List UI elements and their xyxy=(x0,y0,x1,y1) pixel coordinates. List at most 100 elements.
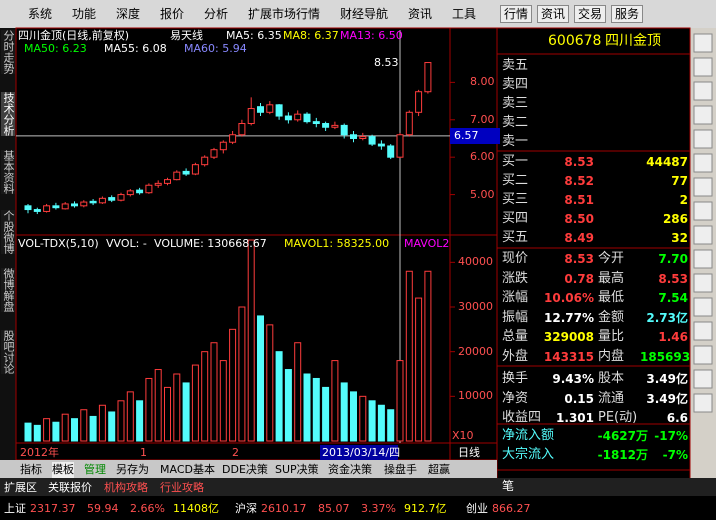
candle-body xyxy=(415,91,423,113)
stat-label: 今开 xyxy=(598,251,625,266)
side-tab[interactable]: 技术分析 xyxy=(1,92,15,136)
stat-value: 12.77% xyxy=(544,310,594,325)
buy-label: 买四 xyxy=(502,211,529,226)
sell-label: 卖三 xyxy=(502,96,529,111)
side-tab[interactable]: 股吧讨论 xyxy=(1,330,15,374)
index-item: 3.37% xyxy=(361,502,396,515)
menu-item[interactable]: 系统 xyxy=(28,7,53,21)
menu-item[interactable]: 功能 xyxy=(72,7,97,21)
bottom-tab[interactable]: 资金决策 xyxy=(328,463,372,476)
volume-header: VOLUME: 130668.67 xyxy=(154,237,267,250)
candle-body xyxy=(377,143,385,147)
volume-bar xyxy=(387,409,395,442)
bottom-tab[interactable]: 另存为 xyxy=(116,463,149,476)
candle-body xyxy=(24,205,32,211)
bottom-tab[interactable]: 模板 xyxy=(52,462,74,478)
status-tab[interactable]: 扩展区 xyxy=(4,481,37,494)
candle-body xyxy=(52,205,60,209)
bottom-tab[interactable]: 超赢 xyxy=(428,463,450,476)
candle-body xyxy=(33,209,41,212)
candle-body xyxy=(80,201,88,207)
index-item: 创业 xyxy=(466,502,488,515)
volume-bar xyxy=(331,360,339,442)
stat-value: 10.06% xyxy=(544,291,594,305)
buy-price: 8.51 xyxy=(564,193,594,207)
status-tab[interactable]: 行业攻略 xyxy=(160,481,204,494)
ma-label: MA60: 5.94 xyxy=(184,42,247,55)
candle-body xyxy=(257,106,264,113)
status-tab[interactable]: 关联报价 xyxy=(48,481,92,494)
sell-label: 卖四 xyxy=(502,77,529,92)
stat-label: 涨跌 xyxy=(502,270,529,286)
candle-body xyxy=(136,189,144,194)
toolbar-icon xyxy=(693,393,713,413)
bottom-tab[interactable]: 操盘手 xyxy=(384,463,417,476)
candle-body xyxy=(154,182,162,186)
candle-body xyxy=(71,203,78,207)
bottom-tab[interactable]: DDE决策 xyxy=(222,463,268,476)
volume-bar xyxy=(266,324,274,442)
volume-header: MAVOL2 xyxy=(404,237,450,250)
volume-bar xyxy=(415,297,423,442)
menu-button[interactable]: 资讯 xyxy=(537,5,570,23)
menu-item[interactable]: 资讯 xyxy=(408,7,433,21)
menu-button[interactable]: 服务 xyxy=(611,5,644,23)
side-tab[interactable]: 个股微博 xyxy=(1,210,15,254)
stat-label: 流通 xyxy=(598,390,625,406)
stat-value: 1.46 xyxy=(658,330,688,344)
ma-label: MA5: 6.35 xyxy=(226,29,282,42)
stat-label: 现价 xyxy=(502,251,529,266)
volume-bar xyxy=(229,328,237,442)
volume-bar xyxy=(238,306,246,442)
menu-item[interactable]: 扩展市场行情 xyxy=(248,7,321,21)
side-tab[interactable]: 基本资料 xyxy=(1,150,15,194)
menu-button[interactable]: 交易 xyxy=(574,5,607,23)
flow-value: -1812万 xyxy=(597,448,648,462)
menu-item[interactable]: 工具 xyxy=(452,7,477,21)
stat-value: 3.49亿 xyxy=(646,391,688,406)
candle-body xyxy=(331,124,339,128)
period-button[interactable]: 日线 xyxy=(458,446,480,459)
menu-item[interactable]: 分析 xyxy=(204,7,229,21)
stat-label: 净资 xyxy=(502,390,529,406)
volume-bar xyxy=(98,404,106,442)
menu-item[interactable]: 深度 xyxy=(116,7,141,21)
chart-title: 四川金顶(日线,前复权) xyxy=(18,29,130,42)
status-tab[interactable]: 机构攻略 xyxy=(104,481,148,494)
y-tick-label: 6.00 xyxy=(470,150,495,164)
candle-body xyxy=(89,200,97,204)
bottom-tab[interactable]: 管理 xyxy=(84,463,106,476)
menu-item[interactable]: 报价 xyxy=(160,7,185,21)
stock-code: 600678 xyxy=(548,33,602,49)
toolbar-icon xyxy=(693,345,713,365)
volume-bar xyxy=(154,369,162,442)
volume-header: MAVOL1: 58325.00 xyxy=(284,237,390,250)
index-item: 59.94 xyxy=(87,502,119,515)
vol-unit: X10 xyxy=(452,429,474,442)
cursor-date: 2013/03/14/四 xyxy=(322,446,401,459)
bottom-tab[interactable]: MACD基本 xyxy=(160,463,215,476)
index-item: 沪深 xyxy=(235,502,257,515)
volume-bar xyxy=(303,373,311,442)
candle-body xyxy=(322,123,330,128)
bottom-tab[interactable]: 指标 xyxy=(20,463,42,476)
candle-body xyxy=(43,205,51,212)
volume-bar xyxy=(61,413,69,442)
side-tab[interactable]: 分时走势 xyxy=(1,30,15,74)
stat-label: 收益四 xyxy=(502,410,542,425)
flow-value: -4627万 xyxy=(597,429,648,443)
volume-bar xyxy=(322,386,330,442)
candle-body xyxy=(173,171,181,181)
volume-bar xyxy=(219,360,227,442)
side-tab[interactable]: 微博解盘 xyxy=(1,268,15,312)
buy-volume: 32 xyxy=(671,231,688,245)
volume-bar xyxy=(257,315,264,442)
quote-tab[interactable]: 笔 xyxy=(502,479,515,493)
candle-body xyxy=(219,141,227,151)
toolbar-icon xyxy=(693,57,713,77)
volume-bar xyxy=(359,395,367,442)
menu-button[interactable]: 行情 xyxy=(500,5,533,23)
menu-item[interactable]: 财经导航 xyxy=(340,7,389,21)
stat-value: 8.53 xyxy=(658,271,688,286)
bottom-tab[interactable]: SUP决策 xyxy=(275,463,319,476)
